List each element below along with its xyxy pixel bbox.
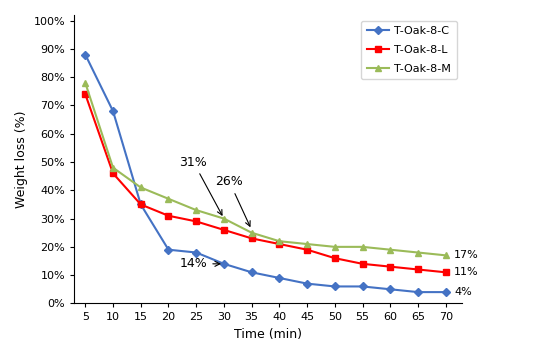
T-Oak-8-C [137, 202, 144, 206]
T-Oak-8-M [414, 250, 421, 255]
T-Oak-8-M [165, 197, 172, 201]
T-Oak-8-L [193, 219, 199, 224]
T-Oak-8-M [304, 242, 310, 246]
T-Oak-8-M [248, 231, 255, 235]
Text: 14%: 14% [180, 257, 220, 270]
T-Oak-8-C [387, 287, 394, 292]
T-Oak-8-C [248, 270, 255, 274]
T-Oak-8-L [82, 92, 88, 96]
T-Oak-8-C [276, 276, 283, 280]
T-Oak-8-C [359, 284, 366, 289]
T-Oak-8-M [359, 245, 366, 249]
Text: 4%: 4% [454, 287, 472, 297]
T-Oak-8-L [359, 262, 366, 266]
T-Oak-8-C [332, 284, 338, 289]
T-Oak-8-M [387, 247, 394, 252]
T-Oak-8-M [110, 166, 116, 170]
T-Oak-8-M [332, 245, 338, 249]
T-Oak-8-L [137, 202, 144, 206]
T-Oak-8-C [165, 247, 172, 252]
T-Oak-8-L [387, 265, 394, 269]
T-Oak-8-C [193, 250, 199, 255]
T-Oak-8-L [414, 267, 421, 272]
T-Oak-8-C [304, 282, 310, 286]
Legend: T-Oak-8-C, T-Oak-8-L, T-Oak-8-M: T-Oak-8-C, T-Oak-8-L, T-Oak-8-M [361, 21, 457, 79]
Text: 26%: 26% [216, 175, 250, 226]
Line: T-Oak-8-L: T-Oak-8-L [82, 91, 449, 275]
T-Oak-8-M [193, 208, 199, 212]
Text: 31%: 31% [180, 156, 222, 215]
T-Oak-8-L [304, 247, 310, 252]
T-Oak-8-M [221, 216, 227, 221]
T-Oak-8-L [276, 242, 283, 246]
Text: 17%: 17% [454, 250, 479, 260]
T-Oak-8-L [442, 270, 449, 274]
Text: 11%: 11% [454, 267, 479, 277]
T-Oak-8-C [414, 290, 421, 294]
T-Oak-8-C [442, 290, 449, 294]
T-Oak-8-L [165, 214, 172, 218]
T-Oak-8-M [137, 185, 144, 190]
T-Oak-8-C [221, 262, 227, 266]
Line: T-Oak-8-C: T-Oak-8-C [82, 52, 449, 295]
T-Oak-8-C [110, 109, 116, 113]
T-Oak-8-L [248, 236, 255, 241]
T-Oak-8-M [82, 81, 88, 85]
T-Oak-8-M [442, 253, 449, 257]
Line: T-Oak-8-M: T-Oak-8-M [82, 80, 449, 258]
T-Oak-8-L [110, 171, 116, 176]
T-Oak-8-C [82, 52, 88, 57]
T-Oak-8-L [221, 228, 227, 232]
T-Oak-8-L [332, 256, 338, 260]
T-Oak-8-M [276, 239, 283, 244]
Y-axis label: Weight loss (%): Weight loss (%) [15, 110, 28, 208]
X-axis label: Time (min): Time (min) [234, 328, 302, 341]
